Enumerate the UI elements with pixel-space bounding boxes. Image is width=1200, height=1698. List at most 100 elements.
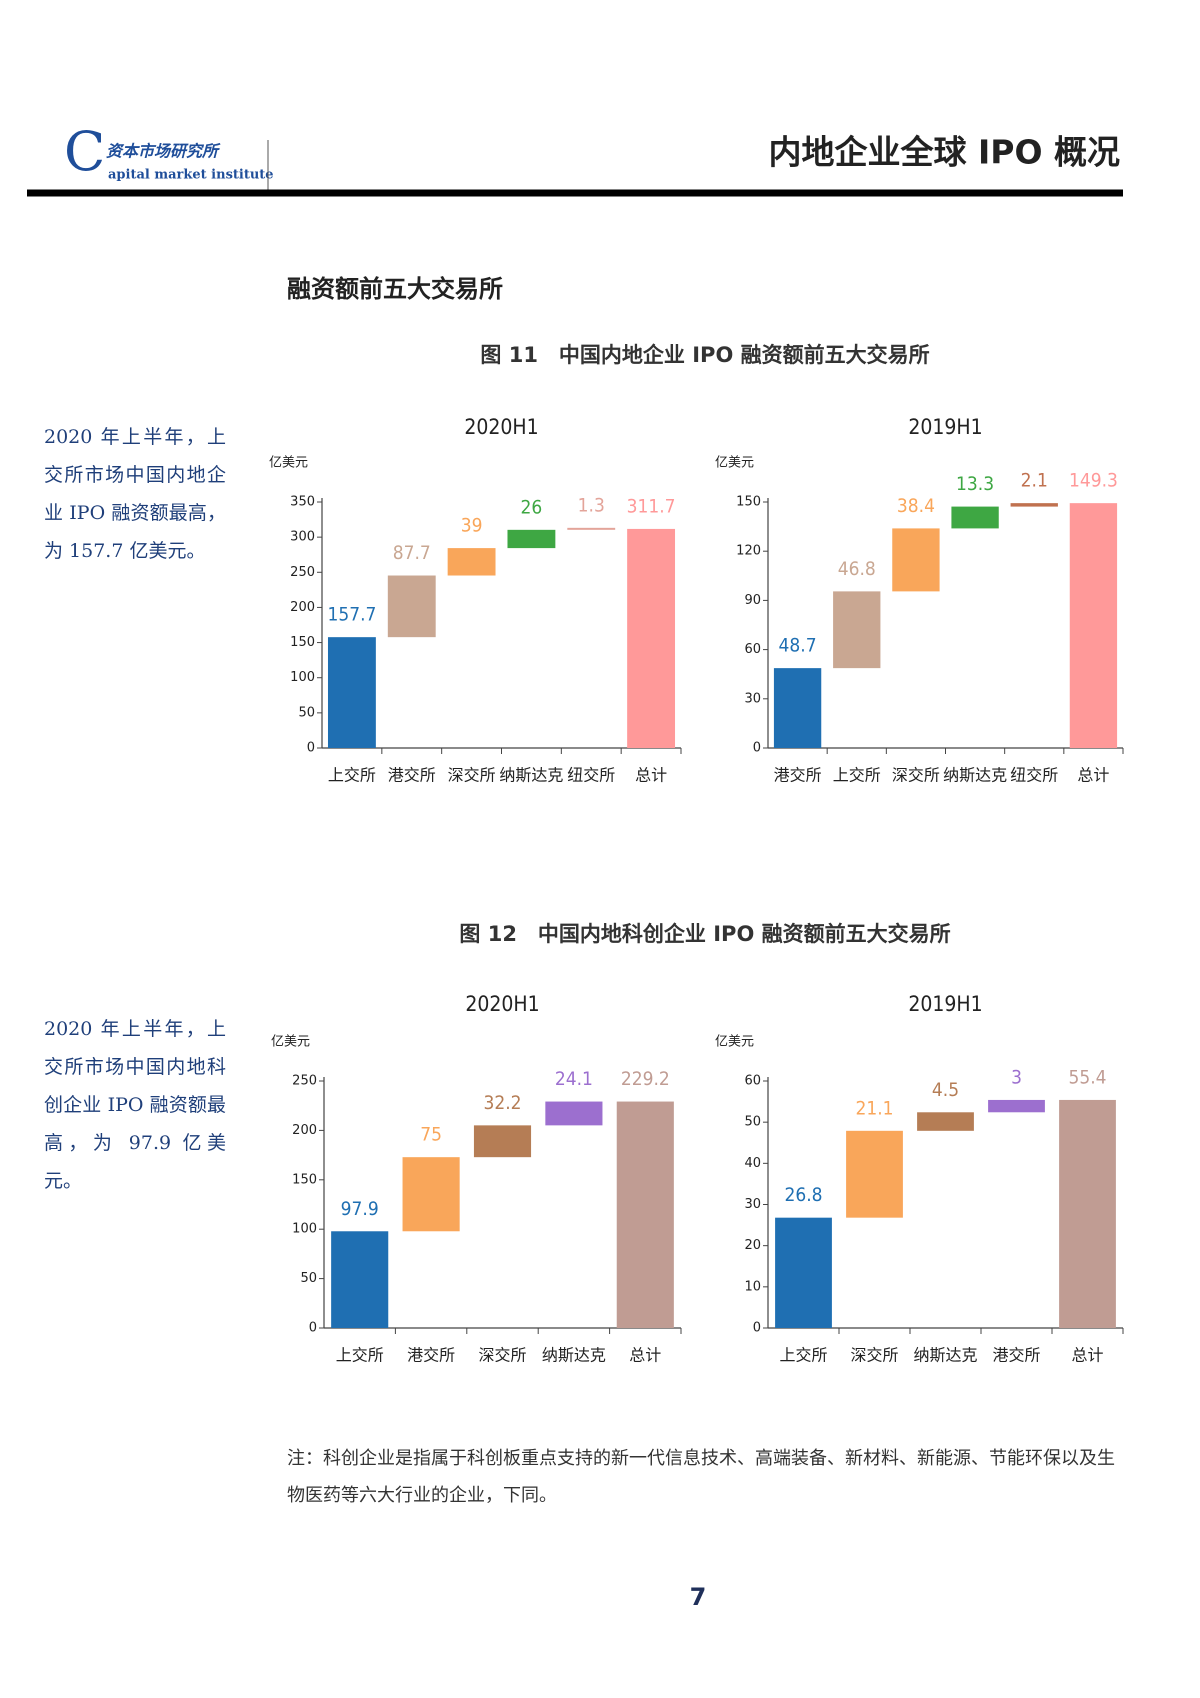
value-label: 4.5 (932, 1079, 959, 1101)
value-label: 55.4 (1068, 1066, 1106, 1088)
figure-title: 图 12 中国内地科创企业 IPO 融资额前五大交易所 (459, 922, 950, 946)
bar (567, 527, 616, 530)
chart-title: 2020H1 (465, 992, 539, 1016)
x-tick-label: 港交所 (407, 1346, 455, 1365)
logo-letter: C (64, 120, 105, 183)
x-tick-label: 纳斯达克 (499, 766, 563, 785)
x-tick-label: 总计 (629, 1346, 661, 1365)
bar (447, 548, 496, 576)
bar (616, 1101, 674, 1328)
x-tick-label: 纽交所 (1010, 766, 1058, 785)
x-tick-label: 深交所 (850, 1346, 898, 1365)
y-axis-label: 亿美元 (271, 1035, 310, 1050)
y-tick-label: 250 (290, 565, 315, 580)
y-axis-label: 亿美元 (715, 1035, 754, 1050)
y-tick-label: 90 (744, 593, 761, 608)
bar (846, 1130, 903, 1218)
value-label: 3 (1011, 1066, 1022, 1088)
value-label: 13.3 (956, 473, 994, 495)
value-label: 48.7 (779, 635, 817, 657)
bar (331, 1231, 389, 1328)
bar (773, 668, 822, 748)
value-label: 32.2 (483, 1092, 521, 1114)
chart-title: 2020H1 (464, 415, 538, 439)
x-tick-label: 上交所 (336, 1346, 384, 1365)
x-tick-label: 总计 (635, 766, 667, 785)
value-label: 1.3 (578, 494, 605, 516)
y-tick-label: 150 (292, 1172, 317, 1187)
bar (1059, 1099, 1116, 1328)
y-tick-label: 0 (307, 741, 315, 756)
y-axis-label: 亿美元 (715, 456, 754, 471)
value-label: 24.1 (555, 1068, 593, 1090)
y-tick-label: 60 (744, 642, 761, 657)
y-tick-label: 50 (300, 1271, 317, 1286)
value-label: 26 (521, 496, 543, 518)
y-tick-label: 30 (744, 691, 761, 706)
y-tick-label: 150 (736, 495, 761, 510)
y-tick-label: 0 (309, 1321, 317, 1336)
y-tick-label: 50 (744, 1115, 761, 1130)
value-label: 87.7 (393, 542, 431, 564)
x-tick-label: 港交所 (774, 766, 822, 785)
bar (545, 1101, 603, 1126)
value-label: 229.2 (621, 1068, 670, 1090)
bar (402, 1157, 460, 1232)
value-label: 26.8 (784, 1184, 822, 1206)
chart-title: 2019H1 (908, 415, 982, 439)
y-tick-label: 50 (298, 705, 315, 720)
value-label: 21.1 (855, 1097, 893, 1119)
bar (387, 575, 436, 638)
x-tick-label: 深交所 (478, 1346, 526, 1365)
x-tick-label: 纳斯达克 (542, 1346, 606, 1365)
x-tick-label: 深交所 (892, 766, 940, 785)
value-label: 97.9 (341, 1198, 379, 1220)
x-tick-label: 上交所 (833, 766, 881, 785)
y-tick-label: 200 (292, 1123, 317, 1138)
section-title: 融资额前五大交易所 (287, 275, 503, 303)
x-tick-label: 纽交所 (567, 766, 615, 785)
y-tick-label: 120 (736, 544, 761, 559)
bar (473, 1125, 532, 1158)
y-tick-label: 200 (290, 600, 315, 615)
value-label: 38.4 (897, 495, 935, 517)
logo-cn: 资本市场研究所 (106, 142, 221, 161)
y-tick-label: 150 (290, 635, 315, 650)
header-title: 内地企业全球 IPO 概况 (769, 133, 1121, 172)
x-tick-label: 港交所 (388, 766, 436, 785)
bar (892, 528, 940, 592)
x-tick-label: 深交所 (448, 766, 496, 785)
y-tick-label: 0 (753, 741, 761, 756)
value-label: 149.3 (1069, 470, 1118, 492)
bar (1069, 503, 1118, 748)
bar (988, 1099, 1045, 1113)
y-tick-label: 10 (744, 1279, 761, 1294)
y-tick-label: 20 (744, 1238, 761, 1253)
x-tick-label: 上交所 (328, 766, 376, 785)
y-tick-label: 0 (753, 1321, 761, 1336)
x-tick-label: 纳斯达克 (913, 1346, 977, 1365)
x-tick-label: 总计 (1071, 1346, 1103, 1365)
side-note: 2020 年上半年，上交所市场中国内地科创企业 IPO 融资额最高，为 97.9… (44, 1018, 226, 1192)
chart-title: 2019H1 (908, 992, 982, 1016)
x-tick-label: 港交所 (992, 1346, 1040, 1365)
y-axis-label: 亿美元 (269, 456, 308, 471)
bar (507, 529, 556, 549)
value-label: 2.1 (1021, 470, 1048, 492)
bar (917, 1112, 974, 1131)
side-note: 2020 年上半年，上交所市场中国内地企业 IPO 融资额最高，为 157.7 … (44, 426, 226, 562)
footnote: 注：科创企业是指属于科创板重点支持的新一代信息技术、高端装备、新材料、新能源、节… (287, 1448, 1115, 1506)
x-tick-label: 纳斯达克 (943, 766, 1007, 785)
value-label: 157.7 (327, 604, 376, 626)
x-tick-label: 上交所 (779, 1346, 827, 1365)
x-tick-label: 总计 (1077, 766, 1109, 785)
value-label: 39 (461, 515, 483, 537)
bar (833, 591, 881, 669)
bar (327, 637, 376, 748)
bar (1010, 503, 1058, 507)
value-label: 311.7 (627, 495, 676, 517)
y-tick-label: 40 (744, 1156, 761, 1171)
y-tick-label: 350 (290, 495, 315, 510)
